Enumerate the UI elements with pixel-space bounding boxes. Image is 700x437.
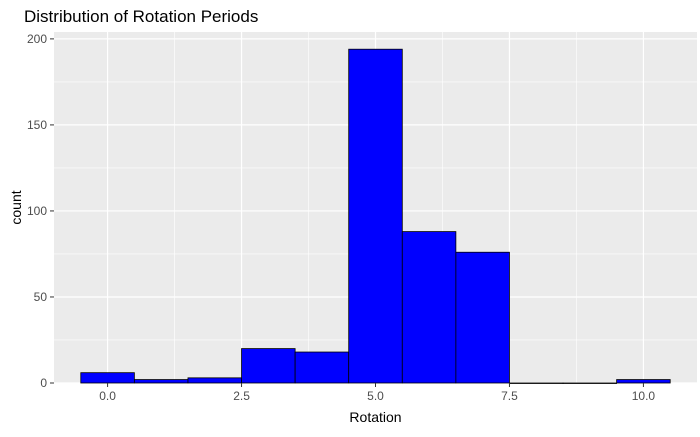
y-tick-label: 200 bbox=[27, 32, 47, 46]
y-tick-label: 100 bbox=[27, 204, 47, 218]
histogram-bar bbox=[80, 372, 135, 384]
y-tick-label: 0 bbox=[40, 376, 47, 390]
x-tick-label: 0.0 bbox=[99, 389, 116, 403]
x-tick-label: 5.0 bbox=[367, 389, 384, 403]
histogram-bar bbox=[401, 231, 457, 384]
y-tick-label: 50 bbox=[34, 290, 48, 304]
histogram-bar bbox=[241, 348, 296, 384]
histogram-bar bbox=[348, 48, 403, 384]
histogram-bar bbox=[294, 351, 350, 384]
axes: 0.0 2.5 5.0 7.5 10.0 0 50 100 150 200 bbox=[27, 32, 655, 403]
histogram-bar bbox=[616, 379, 671, 384]
histogram-bar bbox=[133, 379, 189, 384]
x-tick-label: 2.5 bbox=[233, 389, 250, 403]
histogram-bar bbox=[187, 377, 242, 384]
y-tick-label: 150 bbox=[27, 118, 47, 132]
x-tick-label: 10.0 bbox=[632, 389, 656, 403]
chart-title: Distribution of Rotation Periods bbox=[24, 7, 258, 26]
histogram-bar bbox=[562, 382, 618, 384]
x-axis-title: Rotation bbox=[349, 409, 401, 425]
y-axis-title: count bbox=[8, 190, 24, 224]
histogram-bar bbox=[455, 251, 510, 384]
x-tick-label: 7.5 bbox=[501, 389, 518, 403]
histogram-bar bbox=[509, 382, 564, 384]
